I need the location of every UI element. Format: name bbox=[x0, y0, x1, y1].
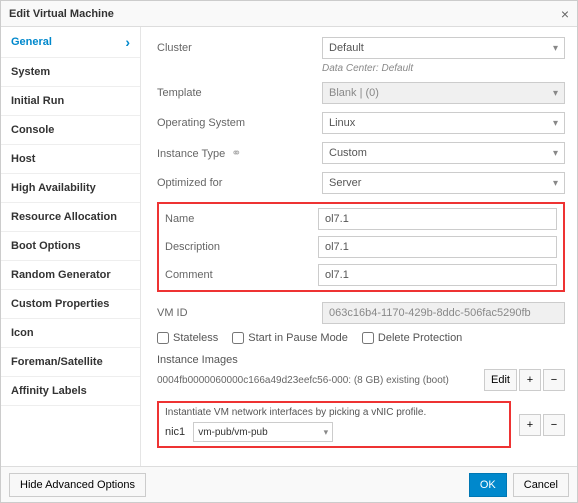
sidebar-item-label: Custom Properties bbox=[11, 298, 109, 310]
sidebar-item-label: Affinity Labels bbox=[11, 385, 87, 397]
sidebar-item-label: Initial Run bbox=[11, 95, 64, 107]
images-buttons: Edit + − bbox=[484, 369, 565, 391]
sidebar-item-system[interactable]: System bbox=[1, 58, 140, 87]
flags-row: Stateless Start in Pause Mode Delete Pro… bbox=[157, 332, 565, 344]
vmid-input bbox=[322, 302, 565, 324]
instancetype-label: Instance Type⚭ bbox=[157, 146, 322, 160]
optimized-label: Optimized for bbox=[157, 177, 322, 189]
os-label: Operating System bbox=[157, 117, 322, 129]
edit-vm-dialog: Edit Virtual Machine × General › System … bbox=[0, 0, 578, 503]
os-select[interactable]: Linux bbox=[322, 112, 565, 134]
instance-images-label: Instance Images bbox=[157, 354, 565, 366]
vmid-label: VM ID bbox=[157, 307, 322, 319]
sidebar-item-foreman-satellite[interactable]: Foreman/Satellite bbox=[1, 348, 140, 377]
sidebar-item-custom-properties[interactable]: Custom Properties bbox=[1, 290, 140, 319]
nic-select[interactable]: vm-pub/vm-pub bbox=[193, 422, 333, 442]
dialog-body: General › System Initial Run Console Hos… bbox=[1, 27, 577, 466]
remove-image-button[interactable]: − bbox=[543, 369, 565, 391]
instance-images-row: 0004fb0000060000c166a49d23eefc56-000: (8… bbox=[157, 369, 565, 391]
edit-image-button[interactable]: Edit bbox=[484, 369, 517, 391]
chevron-right-icon: › bbox=[125, 35, 130, 49]
sidebar-item-initial-run[interactable]: Initial Run bbox=[1, 87, 140, 116]
vmid-row: VM ID bbox=[157, 302, 565, 324]
instancetype-row: Instance Type⚭ Custom bbox=[157, 142, 565, 164]
optimized-row: Optimized for Server bbox=[157, 172, 565, 194]
template-select: Blank | (0) bbox=[322, 82, 565, 104]
footer: Hide Advanced Options OK Cancel bbox=[1, 466, 577, 502]
datacenter-text: Data Center: Default bbox=[322, 63, 565, 74]
instance-images-text: 0004fb0000060000c166a49d23eefc56-000: (8… bbox=[157, 375, 449, 386]
content-pane: Cluster Default Data Center: Default Tem… bbox=[141, 27, 577, 466]
template-row: Template Blank | (0) bbox=[157, 82, 565, 104]
nic-label: nic1 bbox=[165, 426, 185, 438]
name-row: Name bbox=[165, 208, 557, 230]
sidebar-item-general[interactable]: General › bbox=[1, 27, 140, 58]
sidebar-item-label: High Availability bbox=[11, 182, 96, 194]
nic-buttons: + − bbox=[519, 414, 565, 436]
instancetype-select[interactable]: Custom bbox=[322, 142, 565, 164]
sidebar-item-icon[interactable]: Icon bbox=[1, 319, 140, 348]
add-nic-button[interactable]: + bbox=[519, 414, 541, 436]
template-label: Template bbox=[157, 87, 322, 99]
sidebar-item-label: Random Generator bbox=[11, 269, 111, 281]
dialog-title: Edit Virtual Machine bbox=[9, 8, 114, 20]
sidebar-item-label: General bbox=[11, 36, 52, 48]
sidebar: General › System Initial Run Console Hos… bbox=[1, 27, 141, 466]
sidebar-item-label: Host bbox=[11, 153, 35, 165]
sidebar-item-high-availability[interactable]: High Availability bbox=[1, 174, 140, 203]
titlebar: Edit Virtual Machine × bbox=[1, 1, 577, 27]
chain-icon: ⚭ bbox=[231, 146, 241, 160]
cluster-row: Cluster Default bbox=[157, 37, 565, 59]
optimized-select[interactable]: Server bbox=[322, 172, 565, 194]
vnic-area: Instantiate VM network interfaces by pic… bbox=[157, 401, 565, 448]
delete-protection-checkbox[interactable]: Delete Protection bbox=[362, 332, 462, 344]
remove-nic-button[interactable]: − bbox=[543, 414, 565, 436]
add-image-button[interactable]: + bbox=[519, 369, 541, 391]
sidebar-item-affinity-labels[interactable]: Affinity Labels bbox=[1, 377, 140, 406]
name-highlight-box: Name Description Comment bbox=[157, 202, 565, 292]
sidebar-item-boot-options[interactable]: Boot Options bbox=[1, 232, 140, 261]
sidebar-item-label: System bbox=[11, 66, 50, 78]
sidebar-item-label: Boot Options bbox=[11, 240, 81, 252]
sidebar-item-label: Console bbox=[11, 124, 54, 136]
sidebar-item-label: Foreman/Satellite bbox=[11, 356, 103, 368]
description-row: Description bbox=[165, 236, 557, 258]
vnic-left: nic1 vm-pub/vm-pub bbox=[165, 422, 503, 442]
sidebar-item-console[interactable]: Console bbox=[1, 116, 140, 145]
os-row: Operating System Linux bbox=[157, 112, 565, 134]
cluster-select[interactable]: Default bbox=[322, 37, 565, 59]
vnic-highlight-box: Instantiate VM network interfaces by pic… bbox=[157, 401, 511, 448]
cluster-label: Cluster bbox=[157, 42, 322, 54]
comment-label: Comment bbox=[165, 269, 318, 281]
sidebar-item-resource-allocation[interactable]: Resource Allocation bbox=[1, 203, 140, 232]
name-input[interactable] bbox=[318, 208, 557, 230]
comment-row: Comment bbox=[165, 264, 557, 286]
name-label: Name bbox=[165, 213, 318, 225]
comment-input[interactable] bbox=[318, 264, 557, 286]
stateless-checkbox[interactable]: Stateless bbox=[157, 332, 218, 344]
sidebar-item-label: Icon bbox=[11, 327, 34, 339]
sidebar-item-host[interactable]: Host bbox=[1, 145, 140, 174]
sidebar-item-random-generator[interactable]: Random Generator bbox=[1, 261, 140, 290]
vnic-row: Instantiate VM network interfaces by pic… bbox=[157, 401, 565, 448]
sidebar-item-label: Resource Allocation bbox=[11, 211, 117, 223]
start-pause-checkbox[interactable]: Start in Pause Mode bbox=[232, 332, 348, 344]
cancel-button[interactable]: Cancel bbox=[513, 473, 569, 497]
close-icon[interactable]: × bbox=[561, 7, 569, 21]
vnic-instruction: Instantiate VM network interfaces by pic… bbox=[165, 407, 503, 418]
hide-advanced-button[interactable]: Hide Advanced Options bbox=[9, 473, 146, 497]
description-input[interactable] bbox=[318, 236, 557, 258]
description-label: Description bbox=[165, 241, 318, 253]
ok-button[interactable]: OK bbox=[469, 473, 507, 497]
